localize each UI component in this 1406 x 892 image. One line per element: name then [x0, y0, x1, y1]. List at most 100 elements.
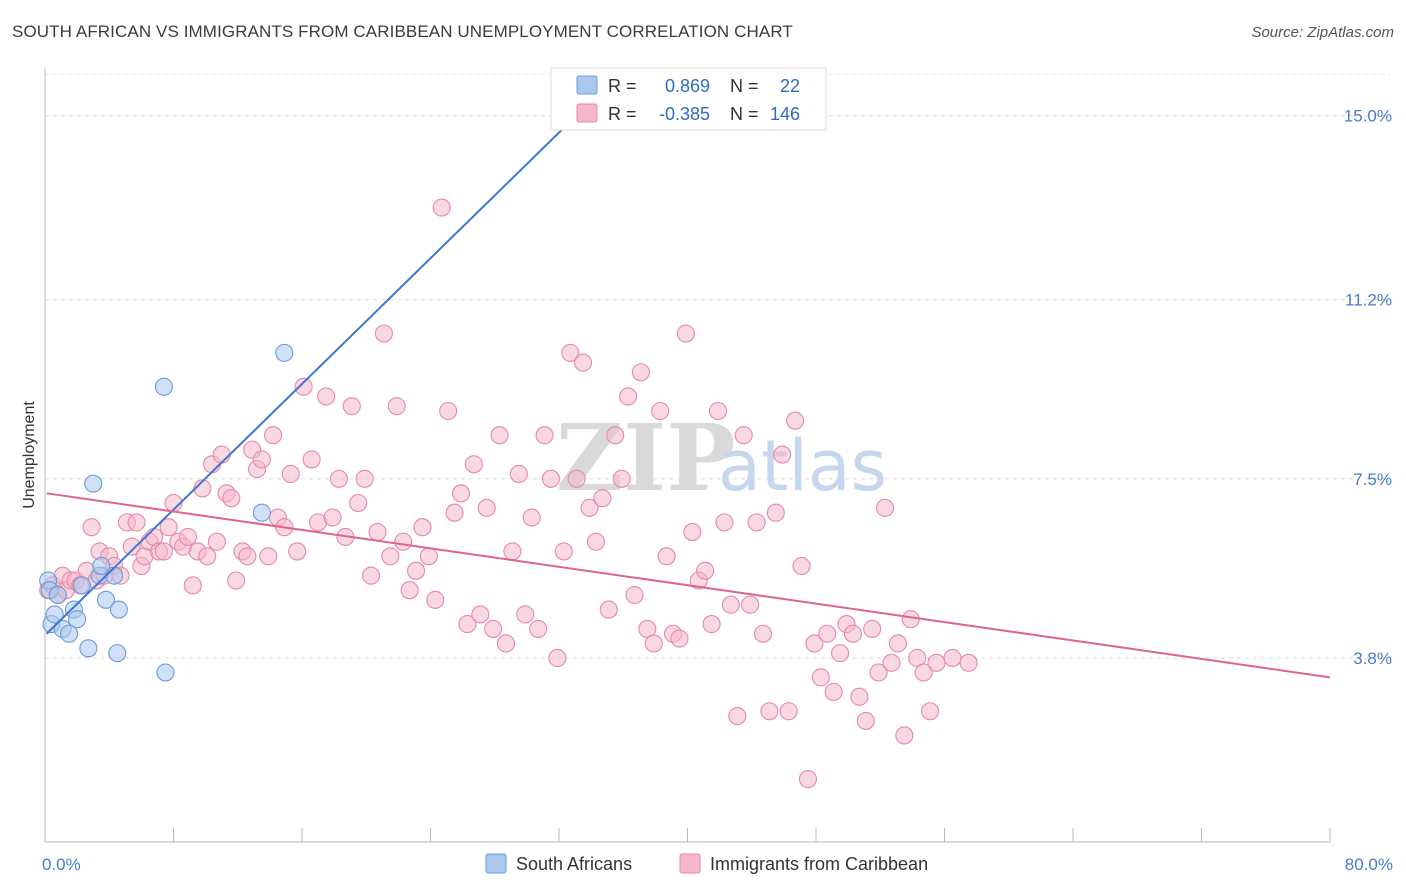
point-caribbean: [747, 513, 766, 532]
point-caribbean: [741, 595, 760, 614]
point-south-african: [154, 377, 173, 396]
point-caribbean: [471, 605, 490, 624]
point-south-african: [60, 624, 79, 643]
stats-swatch-south-africans: [576, 75, 598, 95]
point-caribbean: [212, 445, 231, 464]
point-caribbean: [207, 532, 226, 551]
point-caribbean: [599, 600, 618, 619]
point-caribbean: [734, 426, 753, 445]
point-caribbean: [522, 508, 541, 527]
point-caribbean: [786, 411, 805, 430]
legend-swatch-caribbean: [679, 853, 701, 874]
point-caribbean: [580, 498, 599, 517]
stats-r-value: 0.869: [665, 76, 710, 96]
data-points: [39, 198, 978, 789]
point-south-african: [109, 600, 128, 619]
point-caribbean: [477, 498, 496, 517]
trend-line-south-africans: [45, 105, 588, 635]
point-caribbean: [824, 682, 843, 701]
point-south-african: [84, 474, 103, 493]
point-caribbean: [805, 634, 824, 653]
axes: [44, 68, 1331, 843]
trend-lines: [45, 105, 1331, 679]
stats-n-value: 22: [780, 76, 800, 96]
point-caribbean: [708, 401, 728, 421]
stats-n-label: N =: [730, 104, 759, 124]
point-caribbean: [451, 484, 471, 503]
point-caribbean: [362, 566, 381, 585]
point-caribbean: [856, 711, 875, 730]
point-caribbean: [567, 469, 586, 488]
stats-n-value: 146: [770, 104, 800, 124]
x-tick-labels: 0.0% 80.0%: [42, 855, 1393, 874]
point-caribbean: [721, 595, 740, 614]
point-caribbean: [895, 726, 914, 745]
y-tick-label: 11.2%: [1345, 291, 1392, 310]
point-caribbean: [82, 518, 101, 537]
point-caribbean: [876, 498, 895, 517]
point-caribbean: [574, 353, 593, 372]
point-caribbean: [696, 561, 715, 580]
point-south-african: [96, 590, 116, 609]
point-caribbean: [349, 493, 368, 513]
point-caribbean: [445, 503, 464, 522]
point-caribbean: [606, 426, 625, 445]
y-tick-label: 3.8%: [1353, 649, 1392, 668]
point-caribbean: [178, 527, 198, 546]
source-credit: Source: ZipAtlas.com: [1251, 24, 1394, 41]
point-caribbean: [281, 464, 300, 483]
point-caribbean: [612, 469, 631, 488]
point-caribbean: [368, 523, 387, 542]
point-caribbean: [432, 198, 451, 217]
point-caribbean: [159, 518, 178, 537]
point-caribbean: [183, 576, 202, 595]
point-caribbean: [484, 619, 503, 638]
point-caribbean: [901, 610, 920, 629]
point-caribbean: [317, 387, 336, 406]
legend-label-south-africans: South Africans: [516, 854, 632, 874]
point-caribbean: [792, 556, 811, 576]
point-caribbean: [127, 513, 146, 532]
point-caribbean: [753, 624, 773, 643]
point-caribbean: [593, 489, 612, 508]
point-caribbean: [888, 634, 907, 653]
point-caribbean: [651, 401, 670, 421]
point-south-african: [92, 556, 111, 576]
point-caribbean: [413, 518, 432, 537]
point-caribbean: [122, 537, 141, 556]
point-caribbean: [355, 469, 374, 488]
point-south-african: [275, 343, 294, 362]
point-caribbean: [294, 377, 313, 396]
point-caribbean: [342, 397, 361, 416]
point-caribbean: [264, 426, 283, 445]
point-caribbean: [323, 508, 342, 527]
point-caribbean: [831, 644, 850, 663]
point-caribbean: [381, 547, 400, 566]
point-caribbean: [586, 532, 605, 551]
point-caribbean: [535, 426, 554, 445]
point-caribbean: [619, 387, 638, 406]
point-caribbean: [529, 619, 548, 638]
point-caribbean: [811, 668, 830, 687]
point-caribbean: [760, 702, 779, 721]
point-caribbean: [288, 542, 307, 561]
point-caribbean: [715, 513, 734, 532]
point-caribbean: [509, 464, 528, 483]
point-caribbean: [374, 324, 393, 343]
stats-r-label: R =: [608, 76, 637, 96]
point-south-african: [48, 585, 67, 605]
point-caribbean: [554, 542, 573, 561]
point-caribbean: [914, 663, 933, 682]
point-caribbean: [779, 702, 798, 721]
point-caribbean: [394, 532, 413, 551]
point-caribbean: [490, 426, 509, 445]
point-caribbean: [869, 663, 888, 682]
point-caribbean: [464, 455, 483, 474]
point-caribbean: [516, 605, 535, 624]
chart-title: SOUTH AFRICAN VS IMMIGRANTS FROM CARIBBE…: [12, 22, 793, 41]
point-caribbean: [458, 615, 477, 634]
point-caribbean: [227, 571, 246, 590]
point-caribbean: [625, 585, 644, 605]
point-caribbean: [198, 547, 217, 566]
